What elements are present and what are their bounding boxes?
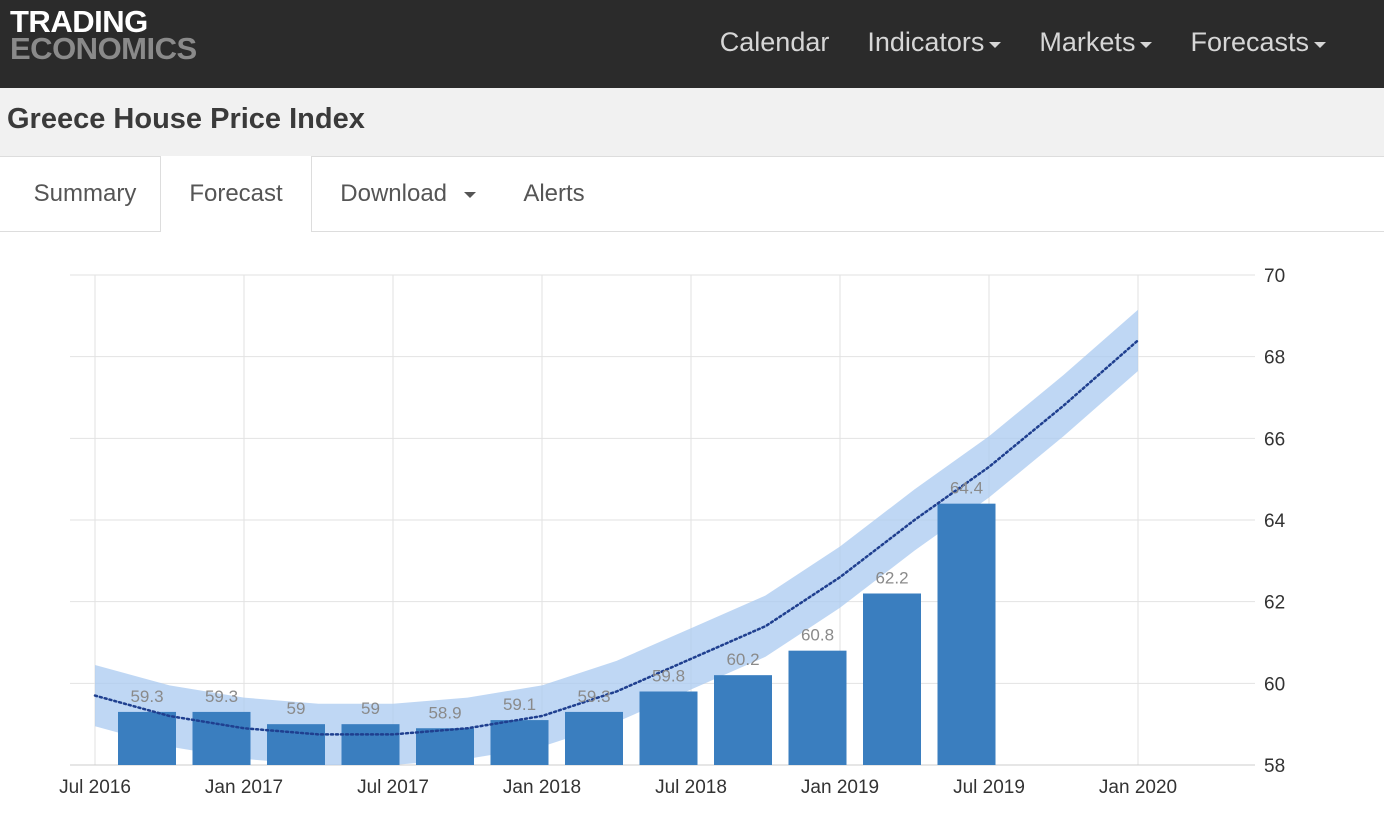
x-tick-label: Jul 2019	[953, 777, 1025, 798]
data-label: 60.2	[726, 650, 759, 669]
x-tick-label: Jul 2017	[357, 777, 429, 798]
tab-alerts[interactable]: Alerts	[506, 156, 602, 231]
y-tick-label: 68	[1264, 348, 1285, 369]
data-label: 59	[361, 699, 380, 718]
caret-down-icon	[1314, 41, 1326, 48]
bar-2017-Q2	[341, 724, 400, 765]
nav-calendar-label: Calendar	[719, 27, 830, 57]
data-label: 59.1	[503, 695, 536, 714]
y-tick-label: 58	[1264, 756, 1285, 777]
trend-line-layer	[93, 339, 1140, 736]
y-tick-label: 66	[1264, 429, 1285, 450]
nav-forecasts-label: Forecasts	[1190, 27, 1309, 57]
data-label: 59.3	[577, 687, 610, 706]
x-tick-label: Jan 2019	[801, 777, 879, 798]
x-tick-label: Jul 2018	[655, 777, 727, 798]
forecast-trend-line	[93, 339, 1140, 736]
nav-indicators-label: Indicators	[867, 27, 985, 57]
nav-indicators[interactable]: Indicators	[867, 27, 1002, 58]
data-label: 59.3	[130, 687, 163, 706]
caret-down-icon	[463, 191, 476, 198]
bar-2019-Q2	[937, 503, 996, 765]
tab-forecast-label: Forecast	[189, 180, 283, 207]
logo-text-top: TRADING	[10, 4, 148, 39]
x-tick-label: Jan 2020	[1099, 777, 1177, 798]
bar-2017-Q4	[490, 720, 549, 765]
bar-2018-Q2	[639, 691, 698, 765]
bar-2016-Q4	[192, 711, 251, 765]
nav-markets[interactable]: Markets	[1039, 27, 1153, 58]
title-bar: Greece House Price Index	[0, 88, 1384, 157]
bar-2019-Q1	[863, 593, 921, 765]
x-tick-label: Jul 2016	[59, 777, 131, 798]
tab-bar: Summary Forecast Download Alerts	[0, 156, 1384, 232]
y-tick-label: 70	[1264, 266, 1285, 287]
y-tick-label: 60	[1264, 674, 1285, 695]
tab-alerts-label: Alerts	[523, 180, 585, 207]
bar-2018-Q1	[565, 711, 623, 765]
caret-down-icon	[1140, 41, 1153, 48]
data-label: 59	[287, 699, 306, 718]
y-tick-label: 64	[1264, 511, 1286, 532]
tab-summary[interactable]: Summary	[10, 156, 160, 231]
y-axis-ticks: 58 60 62 64 66 68 70	[1264, 266, 1286, 777]
site-logo[interactable]: TRADING ECONOMICS	[10, 4, 197, 66]
data-label: 60.8	[801, 626, 834, 645]
bar-layer	[118, 503, 996, 765]
logo-text-bottom: ECONOMICS	[10, 31, 197, 66]
top-navbar: TRADING ECONOMICS Calendar Indicators Ma…	[0, 0, 1384, 88]
data-label: 59.3	[205, 687, 238, 706]
nav-markets-label: Markets	[1039, 27, 1136, 57]
bar-2018-Q4	[788, 650, 847, 765]
data-label: 59.8	[652, 667, 685, 686]
bar-2016-Q3	[118, 711, 176, 765]
nav-forecasts[interactable]: Forecasts	[1190, 27, 1326, 58]
x-tick-label: Jan 2017	[205, 777, 283, 798]
tab-summary-label: Summary	[33, 180, 137, 207]
x-tick-label: Jan 2018	[503, 777, 581, 798]
bar-2017-Q3	[416, 728, 474, 765]
house-price-chart: 59.3 59.3 59 59 58.9 59.1 59.3 59.8 60.2 60.8 62.2…	[59, 266, 1286, 798]
caret-down-icon	[989, 41, 1002, 48]
page-title: Greece House Price Index	[7, 103, 365, 135]
tab-download[interactable]: Download	[322, 156, 494, 231]
tab-forecast[interactable]: Forecast	[160, 156, 312, 232]
data-label: 62.2	[875, 569, 908, 588]
y-tick-label: 62	[1264, 593, 1285, 614]
nav-calendar[interactable]: Calendar	[720, 27, 830, 58]
bar-2018-Q3	[714, 675, 772, 765]
data-label: 58.9	[428, 703, 461, 722]
data-label: 64.4	[950, 479, 983, 498]
tab-download-label: Download	[340, 180, 448, 207]
main-nav: Calendar Indicators Markets Forecasts	[720, 27, 1326, 58]
x-axis-ticks: Jul 2016 Jan 2017 Jul 2017 Jan 2018 Jul 2018…	[59, 777, 1177, 798]
data-label-layer: 59.3 59.3 59 59 58.9 59.1 59.3 59.8 60.2 60.8 62.2…	[130, 479, 983, 723]
